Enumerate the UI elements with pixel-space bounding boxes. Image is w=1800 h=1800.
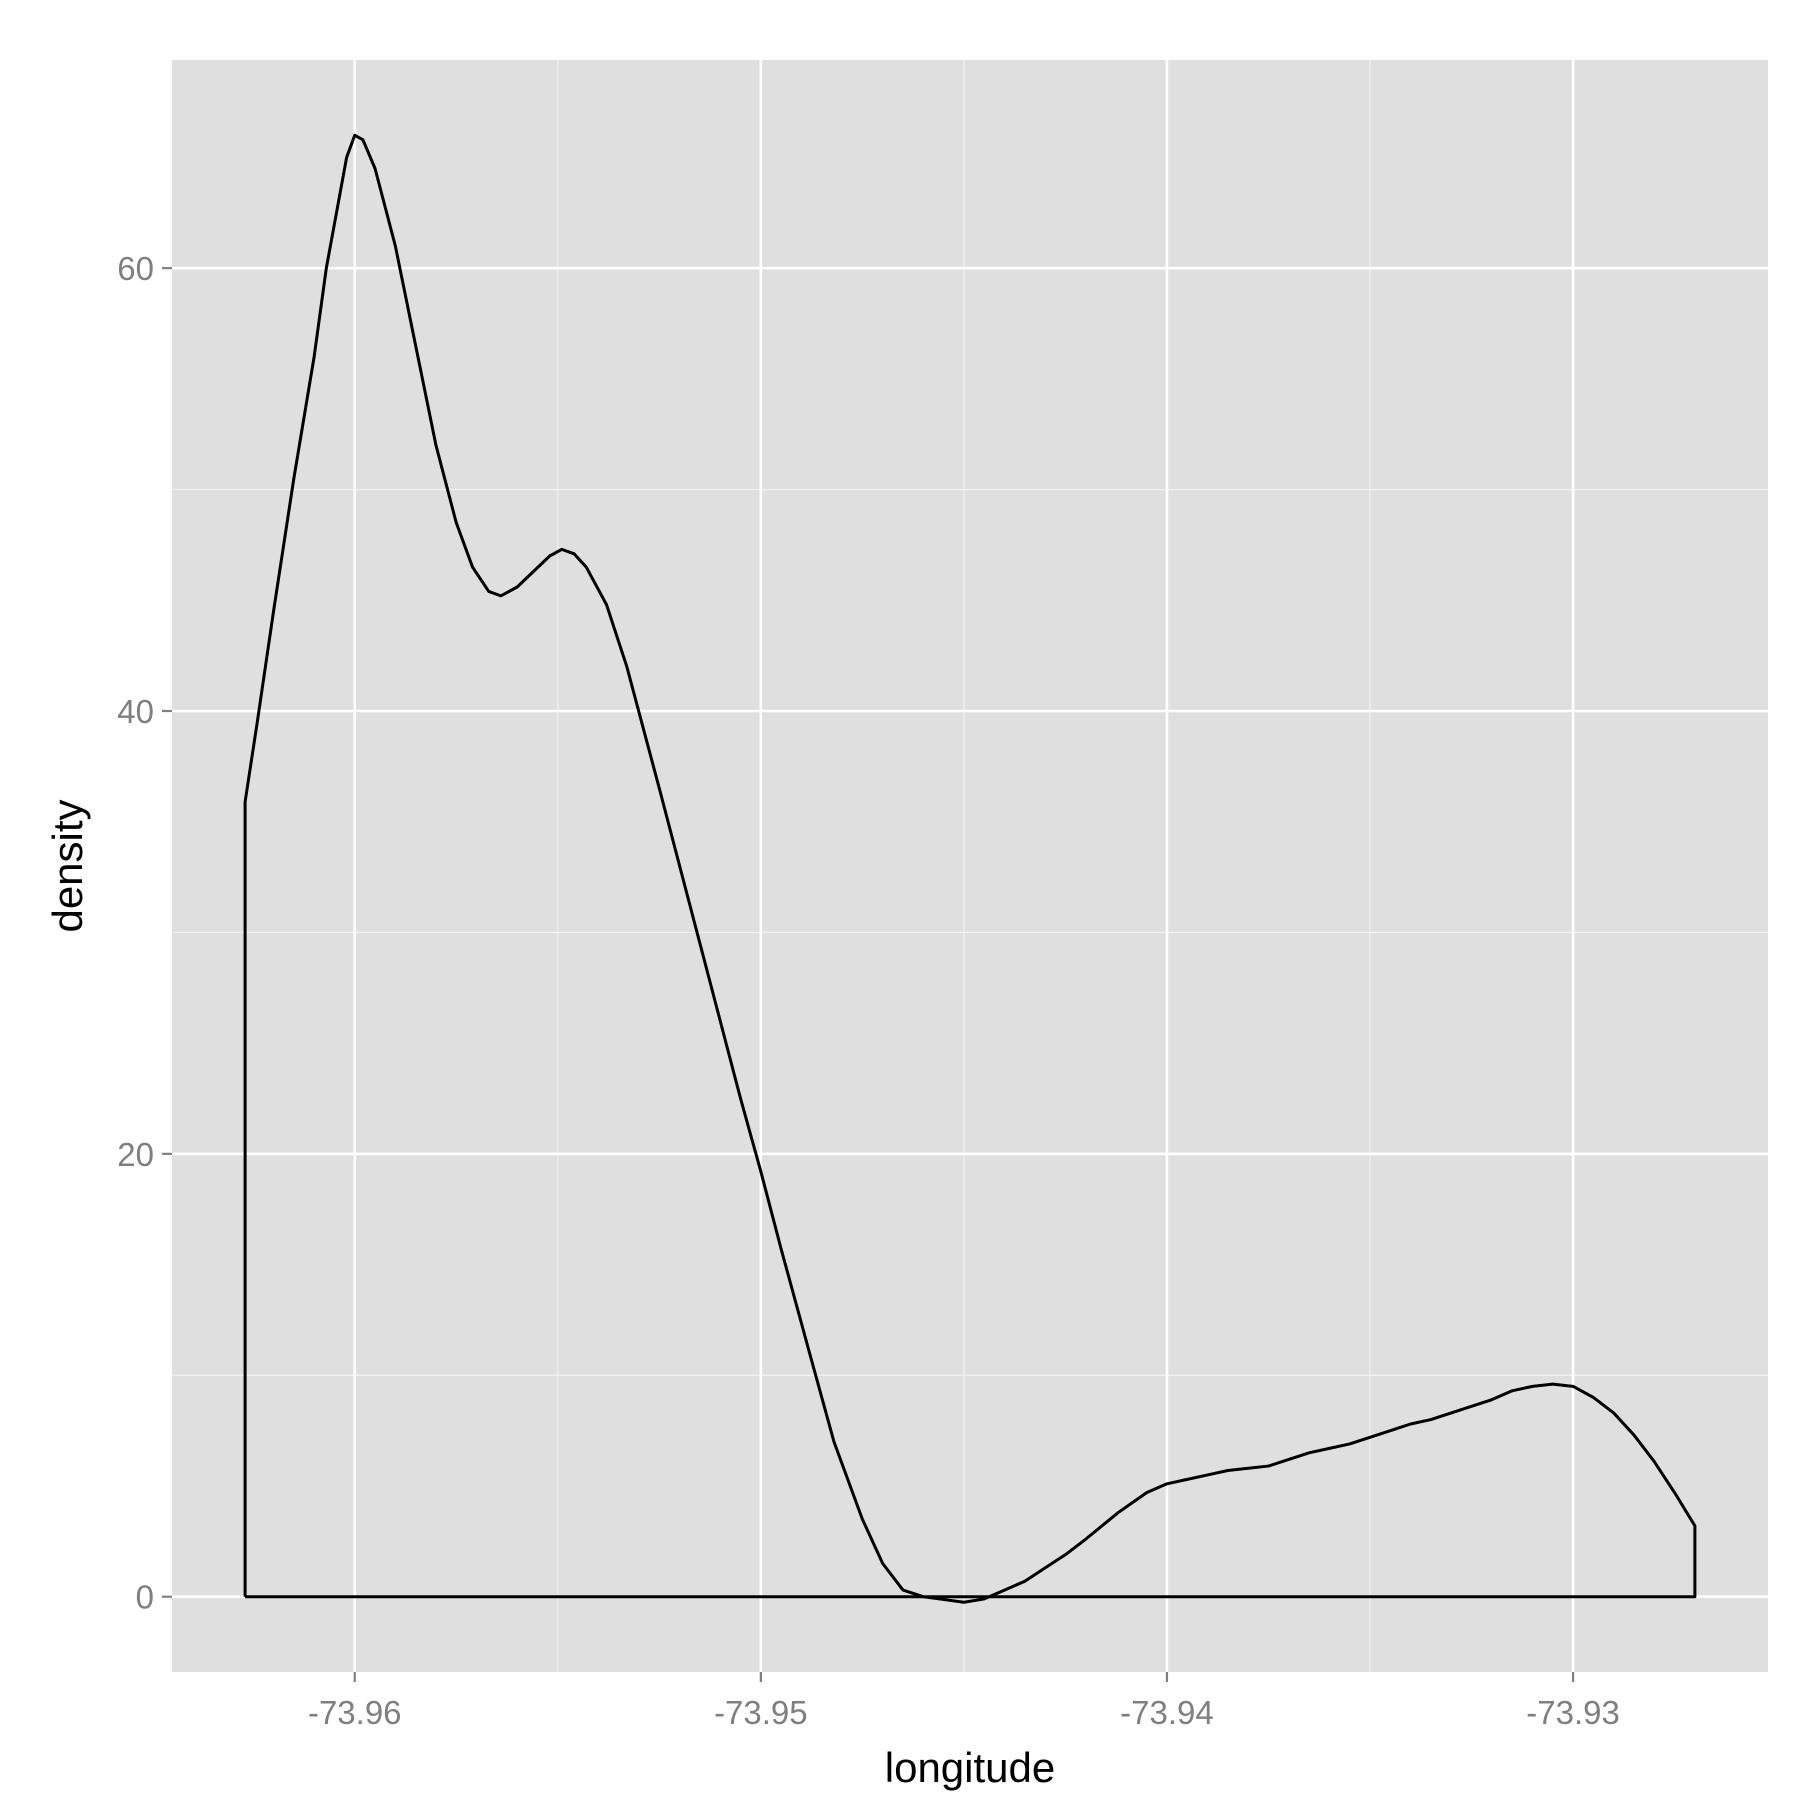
x-tick-label: -73.96 <box>308 1694 402 1731</box>
x-axis-title: longitude <box>885 1744 1055 1791</box>
x-axis-ticks: -73.96 -73.95 -73.94 -73.93 <box>308 1672 1620 1731</box>
x-tick-label: -73.94 <box>1120 1694 1214 1731</box>
plot-panel <box>172 60 1768 1672</box>
y-tick-label: 20 <box>117 1136 154 1173</box>
y-axis-ticks: 0 20 40 60 <box>117 250 172 1616</box>
y-tick-label: 0 <box>136 1579 154 1616</box>
x-tick-label: -73.95 <box>714 1694 808 1731</box>
y-tick-label: 40 <box>117 693 154 730</box>
density-line <box>243 133 1697 1604</box>
minor-gridlines <box>172 60 1768 1672</box>
y-tick-label: 60 <box>117 250 154 287</box>
y-axis-title: density <box>44 799 91 932</box>
x-tick-label: -73.93 <box>1526 1694 1620 1731</box>
